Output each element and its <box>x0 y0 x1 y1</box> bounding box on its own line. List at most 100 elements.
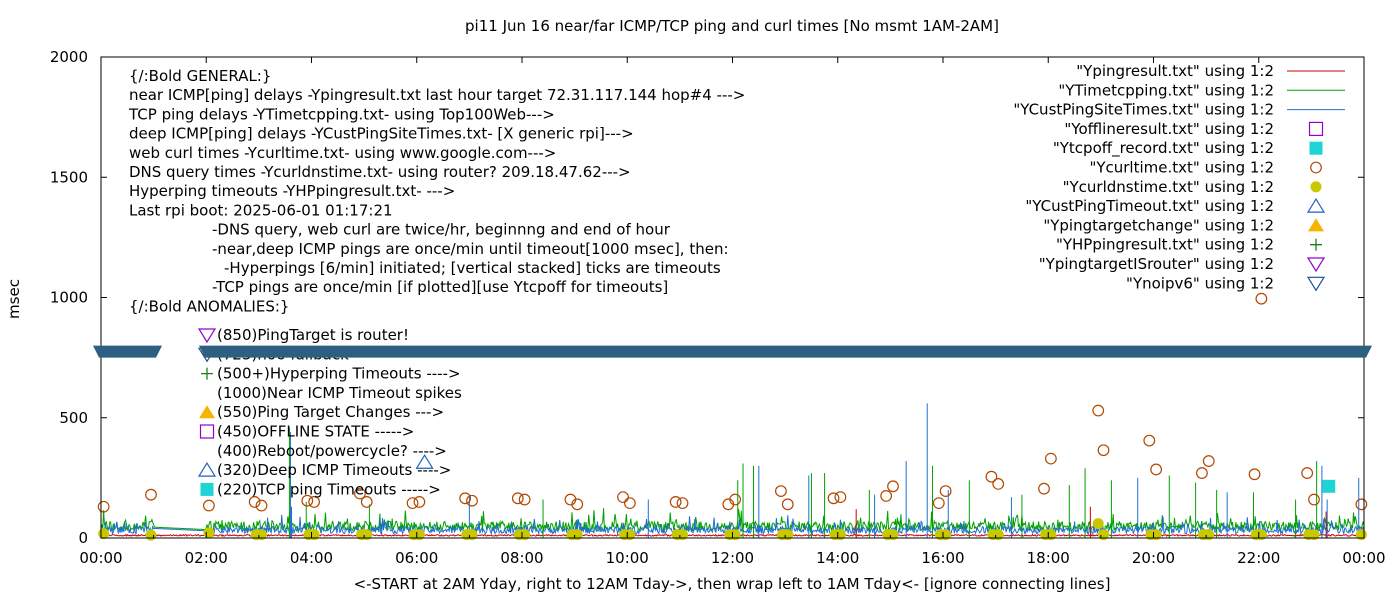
data-point <box>939 485 952 498</box>
x-tick-label: 20:00 <box>1132 549 1175 567</box>
spikes-0 <box>855 506 1327 538</box>
plus-icon <box>201 367 213 380</box>
legend-swatch <box>1309 141 1323 155</box>
data-point <box>617 491 629 504</box>
legend-label: "Ytcpoff_record.txt" using 1:2 <box>1053 139 1274 158</box>
legend-swatch <box>1306 276 1326 292</box>
annotation-line: Hyperping timeouts -YHPpingresult.txt- -… <box>129 182 455 200</box>
legend-label: "Ynoipv6" using 1:2 <box>1126 274 1274 292</box>
data-point <box>932 497 945 510</box>
data-point <box>1301 467 1314 479</box>
break-band-left <box>93 345 162 358</box>
data-point <box>827 492 840 505</box>
data-point <box>880 490 893 502</box>
annotation-line: Last rpi boot: 2025-06-01 01:17:21 <box>129 201 393 219</box>
legend-swatch <box>1310 161 1322 174</box>
x-tick-label: 18:00 <box>1027 549 1070 567</box>
legend-label: "YCustPingSiteTimes.txt" using 1:2 <box>1013 101 1274 119</box>
data-point <box>203 527 215 539</box>
data-point <box>571 498 584 511</box>
ticks-layer: 00:00 02:00 04:00 06:00 08:00 10:00 12:00 14:00… <box>50 48 1386 567</box>
x-tick-label: 16:00 <box>921 549 964 567</box>
data-point <box>360 496 373 508</box>
spikes-1 <box>288 427 1318 538</box>
anomaly-label: (400)Reboot/powercycle? ----> <box>217 442 447 460</box>
legend-swatch <box>1308 218 1324 232</box>
data-point <box>406 497 419 510</box>
anomaly-label: (320)Deep ICMP Timeouts ----> <box>217 461 451 479</box>
annotation-line: -near,deep ICMP pings are once/min until… <box>212 240 729 258</box>
data-point <box>1044 452 1057 465</box>
x-tick-label: 04:00 <box>290 549 333 567</box>
data-point <box>354 487 366 500</box>
anomaly-label: (850)PingTarget is router! <box>217 326 409 344</box>
legend-label: "Yofflineresult.txt" using 1:2 <box>1064 120 1274 138</box>
legend-swatch <box>1306 197 1326 213</box>
anomaly-layer: (850)PingTarget is router!(725)no6 fallb… <box>197 326 462 498</box>
data-point <box>1248 468 1261 481</box>
data-point <box>413 496 426 508</box>
axis-break-band <box>93 345 1372 358</box>
data-point <box>459 492 472 505</box>
data-point <box>775 485 787 498</box>
anomaly-label: (220)TCP ping Timeouts -----> <box>217 480 441 498</box>
series-7 <box>415 454 434 469</box>
filled-square-icon <box>200 482 214 496</box>
annotation-line: -DNS query, web curl are twice/hr, begin… <box>212 221 671 239</box>
data-point <box>1255 292 1268 305</box>
x-tick-label: 14:00 <box>816 549 859 567</box>
data-point <box>248 496 261 508</box>
data-point <box>1196 467 1208 479</box>
annotation-line: web curl times -Ycurltime.txt- using www… <box>129 144 556 162</box>
data-point <box>1322 479 1336 493</box>
legend-label: "Ycurldnstime.txt" using 1:2 <box>1063 178 1274 196</box>
data-point <box>1308 493 1320 506</box>
legend-swatch <box>1306 257 1326 273</box>
data-point <box>301 494 314 507</box>
legend-label: "YTimetcpping.txt" using 1:2 <box>1058 81 1274 99</box>
y-tick-label: 0 <box>78 529 88 547</box>
data-point <box>202 499 215 512</box>
open-square-icon <box>199 424 215 439</box>
y-axis-label: msec <box>5 279 23 319</box>
x-tick-label: 02:00 <box>185 549 228 567</box>
x-tick-label: 00:00 <box>79 549 122 567</box>
series-4 <box>1322 479 1336 493</box>
x-tick-label: 12:00 <box>711 549 754 567</box>
data-point <box>985 470 998 483</box>
data-point <box>1150 463 1163 476</box>
series-1 <box>100 508 1365 533</box>
data-point <box>676 497 689 510</box>
data-point <box>1092 518 1104 530</box>
data-point <box>466 494 478 507</box>
x-tick-label: 10:00 <box>606 549 649 567</box>
legend-label: "YCustPingTimeout.txt" using 1:2 <box>1025 197 1274 215</box>
data-point <box>729 493 742 506</box>
data-point <box>623 497 636 510</box>
data-point <box>1202 455 1215 467</box>
annotation-line: {/:Bold ANOMALIES:} <box>129 297 289 315</box>
data-point <box>145 488 157 501</box>
legend-swatch <box>1310 238 1322 251</box>
y-tick-label: 2000 <box>50 48 88 66</box>
x-axis-label: <-START at 2AM Yday, right to 12AM Tday-… <box>354 575 1111 593</box>
series-5 <box>97 292 1368 513</box>
legend-label: "Ycurltime.txt" using 1:2 <box>1089 159 1274 177</box>
data-point <box>992 477 1005 490</box>
annotation-line: {/:Bold GENERAL:} <box>129 67 271 85</box>
triangle-down-icon <box>197 328 217 344</box>
data-point <box>1355 498 1368 511</box>
data-point <box>834 491 847 504</box>
open-triangle-icon <box>197 461 217 477</box>
legend-label: "Ypingresult.txt" using 1:2 <box>1076 62 1274 80</box>
legend-label: "YpingtargetISrouter" using 1:2 <box>1039 255 1274 273</box>
annotation-layer: {/:Bold GENERAL:}near ICMP[ping] delays … <box>128 67 745 315</box>
annotation-line: TCP ping delays -YTimetcpping.txt- using… <box>128 105 555 123</box>
legend-label: "YHPpingresult.txt" using 1:2 <box>1056 236 1274 254</box>
anomaly-label: (550)Ping Target Changes ---> <box>217 403 444 421</box>
data-point <box>781 498 794 511</box>
legend-label: "Ypingtargetchange" using 1:2 <box>1043 216 1274 234</box>
data-point <box>887 480 899 493</box>
annotation-line: DNS query times -Ycurldnstime.txt- using… <box>129 163 631 181</box>
